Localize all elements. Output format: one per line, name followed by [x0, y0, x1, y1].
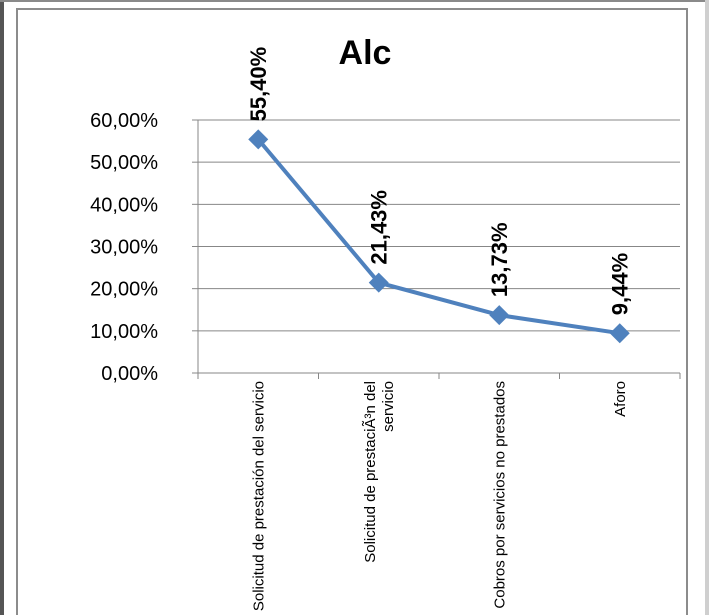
data-point-marker [609, 323, 630, 344]
data-labels: 55,40% 21,43% 13,73% 9,44% [246, 47, 633, 315]
y-tick-label: 10,00% [90, 321, 158, 343]
x-tick-label: Solicitud de prestaciÃ³n del [362, 381, 379, 563]
y-tick-label: 30,00% [90, 237, 158, 259]
y-tick-label: 20,00% [90, 279, 158, 301]
x-tick-label: Solicitud de prestación del servicio [250, 381, 267, 611]
x-tick-label: servicio [380, 381, 397, 432]
series-line [256, 138, 621, 336]
axes [192, 119, 681, 379]
y-tick-label: 40,00% [90, 194, 158, 216]
y-tick-labels: 0,00% 10,00% 20,00% 30,00% 40,00% 50,00% 60,00… [90, 110, 158, 385]
chart-title: Alc [339, 34, 392, 72]
y-tick-label: 60,00% [90, 110, 158, 132]
data-point-marker [489, 305, 510, 326]
x-tick-labels: Solicitud de prestación del servicio Soli… [250, 381, 629, 611]
y-tick-label: 0,00% [101, 363, 158, 385]
data-point-marker [248, 129, 269, 150]
chart-frame-right [686, 8, 688, 615]
chart-frame-left [16, 8, 18, 615]
series-group [248, 129, 630, 344]
data-label: 21,43% [367, 190, 392, 265]
y-tick-label: 50,00% [90, 152, 158, 174]
window-right-edge [705, 0, 709, 615]
data-label: 13,73% [487, 222, 512, 297]
x-tick-label: Aforo [612, 381, 629, 417]
data-point-marker [368, 272, 389, 293]
x-tick-label: Cobros por servicios no prestados [491, 381, 508, 609]
window-top-edge [0, 0, 709, 2]
data-label: 9,44% [608, 253, 633, 315]
data-label: 55,40% [246, 47, 271, 122]
window-left-edge [0, 0, 4, 615]
chart-frame-top [16, 8, 688, 10]
